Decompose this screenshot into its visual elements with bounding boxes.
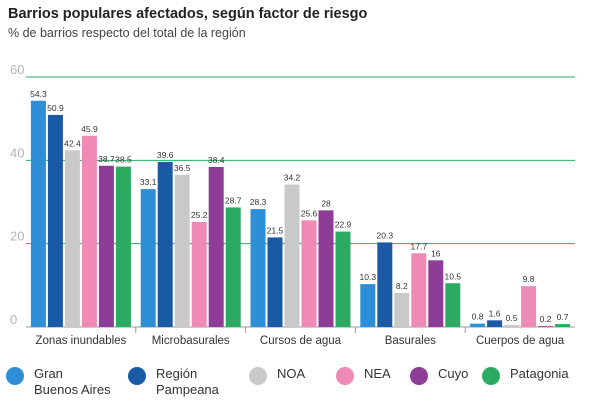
x-tick-label: Microbasurales: [152, 335, 230, 347]
data-label: 45.9: [81, 124, 98, 134]
bar: [98, 165, 114, 327]
chart-legend: Gran Buenos Aires Región Pampeana NOA NE…: [6, 362, 586, 402]
bar: [30, 100, 46, 327]
bar: [115, 166, 131, 327]
data-label: 28.3: [250, 197, 267, 207]
data-label: 39.6: [157, 150, 174, 160]
bar: [521, 286, 537, 327]
data-label: 38.7: [98, 154, 115, 164]
bar: [504, 324, 520, 327]
data-label: 10.5: [445, 271, 462, 281]
y-tick-label: 40: [10, 145, 24, 160]
bar: [140, 189, 156, 327]
legend-swatch: [6, 367, 24, 385]
bar: [81, 135, 97, 327]
bar: [191, 222, 207, 327]
bar: [445, 283, 461, 327]
data-label: 28: [321, 198, 331, 208]
y-tick-label: 0: [10, 312, 17, 327]
bar-chart: 0 20 40 60 54.350.9 42.445.9 38.7 38.5 Zonas inu…: [10, 62, 575, 347]
data-label: 36.5: [174, 163, 191, 173]
legend-label: Gran Buenos Aires: [34, 366, 111, 397]
bar: [174, 174, 190, 327]
bar: [360, 284, 376, 327]
data-label: 8.2: [396, 281, 408, 291]
data-label: 34.2: [284, 173, 301, 183]
legend-label: NEA: [364, 366, 391, 381]
data-label: 0.2: [540, 314, 552, 324]
data-label: 1.6: [489, 308, 501, 318]
bar: [267, 237, 283, 327]
bar: [428, 260, 444, 327]
data-label: 21.5: [267, 225, 284, 235]
legend-swatch: [249, 367, 267, 385]
data-label: 16: [431, 248, 441, 258]
y-tick-label: 20: [10, 229, 24, 244]
x-tick-label: Zonas inundables: [36, 335, 127, 347]
x-tick-label: Basurales: [385, 335, 436, 347]
bar: [487, 320, 503, 327]
data-label: 28.7: [225, 195, 242, 205]
bar: [225, 207, 241, 327]
data-label: 38.5: [115, 155, 132, 165]
data-label: 42.4: [64, 138, 81, 148]
bar: [555, 324, 571, 327]
legend-label: Región Pampeana: [156, 366, 219, 397]
data-label: 9.8: [523, 274, 535, 284]
legend-label: NOA: [277, 366, 306, 381]
bar: [250, 209, 266, 327]
legend-swatch: [336, 367, 354, 385]
data-label: 54.3: [30, 89, 47, 99]
bar: [411, 253, 427, 327]
bar: [64, 150, 80, 327]
data-label: 33.1: [140, 177, 157, 187]
data-label: 22.9: [335, 220, 352, 230]
bar: [318, 210, 334, 327]
bar: [47, 114, 63, 328]
data-label: 0.8: [472, 312, 484, 322]
legend-swatch: [128, 367, 146, 385]
x-tick-label: Cursos de agua: [260, 335, 342, 347]
chart-title: Barrios populares afectados, según facto…: [8, 6, 368, 22]
data-label: 0.5: [506, 313, 518, 323]
chart-subtitle: % de barrios respecto del total de la re…: [8, 26, 246, 40]
data-label: 10.3: [360, 272, 377, 282]
x-tick-label: Cuerpos de agua: [476, 335, 565, 347]
data-label: 20.3: [377, 230, 394, 240]
bar: [394, 292, 410, 327]
bar: [157, 162, 173, 327]
bar: [335, 231, 351, 327]
data-label: 0.7: [557, 312, 569, 322]
data-label: 25.2: [191, 210, 208, 220]
data-label: 50.9: [47, 103, 64, 113]
bar: [301, 220, 317, 327]
data-label: 17.7: [411, 241, 428, 251]
data-label: 25.6: [301, 208, 318, 218]
bar: [284, 184, 300, 327]
data-label: 38.4: [208, 155, 225, 165]
legend-swatch: [410, 367, 428, 385]
legend-swatch: [482, 367, 500, 385]
bar: [538, 326, 554, 327]
bar: [208, 167, 224, 327]
bar: [377, 242, 393, 327]
legend-label: Patagonia: [510, 366, 569, 381]
y-tick-label: 60: [10, 62, 24, 77]
legend-label: Cuyo: [438, 366, 469, 381]
bar: [470, 323, 486, 327]
